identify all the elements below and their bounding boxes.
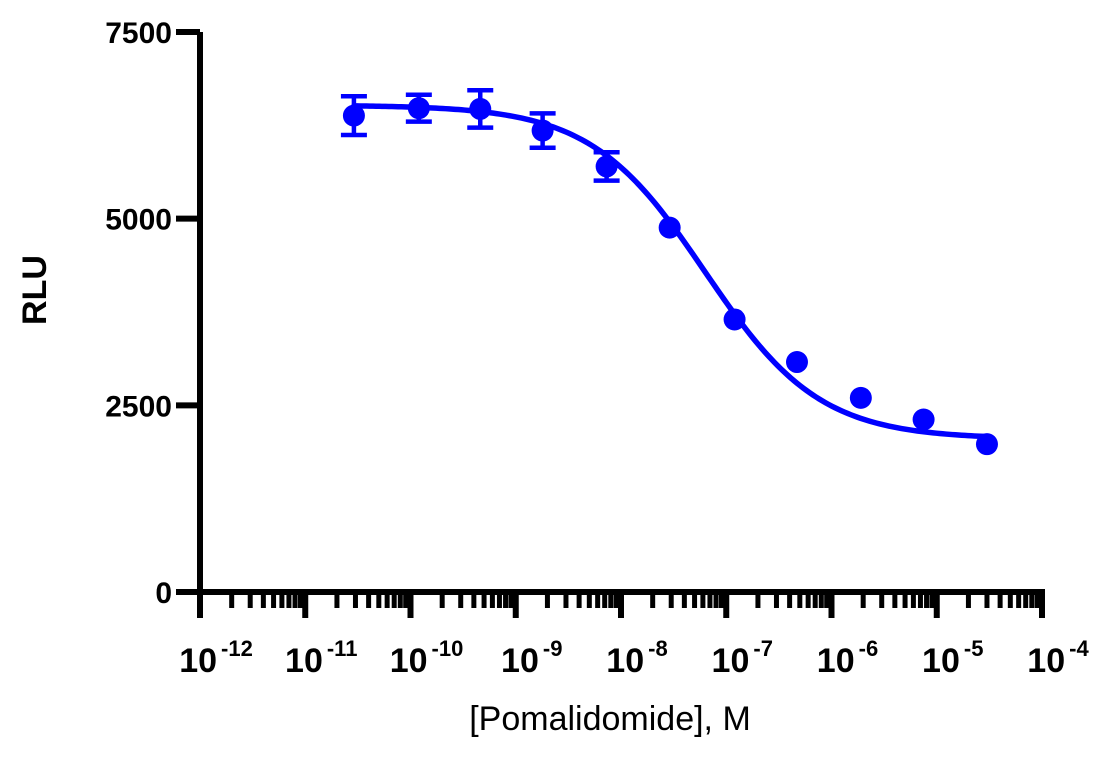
data-point [658, 216, 681, 239]
x-tick-label: 10 -11 [285, 636, 357, 680]
data-point [342, 104, 365, 127]
x-tick-label: 10 -5 [922, 636, 983, 680]
x-tick-label: 10 -10 [390, 636, 464, 680]
x-tick-label: 10 -7 [712, 636, 773, 680]
y-tick-label: 2500 [105, 390, 172, 423]
x-tick-label: 10 -4 [1027, 636, 1089, 680]
y-tick-label: 0 [155, 577, 172, 610]
data-point [531, 119, 554, 142]
data-point [469, 97, 492, 120]
data-point [849, 386, 872, 409]
data-point [912, 408, 935, 431]
data-point [407, 97, 430, 120]
axes: 0 2500 5000 7500 10 -12 10 -11 10 -10 10 -9 10 -8 10 -7… [105, 17, 1089, 680]
fit-curve [351, 103, 990, 440]
x-tick-label: 10 -6 [817, 636, 878, 680]
y-tick-label: 5000 [105, 204, 172, 237]
data-point [595, 155, 618, 178]
data-point [785, 351, 808, 374]
y-tick-label: 7500 [105, 17, 172, 50]
fit-curve-group [351, 103, 990, 440]
x-axis-label: [Pomalidomide], M [469, 700, 751, 738]
x-tick-label: 10 -12 [179, 636, 253, 680]
x-tick-label: 10 -8 [606, 636, 667, 680]
x-tick-label: 10 -9 [501, 636, 562, 680]
y-axis-label: RLU [16, 255, 54, 325]
data-points-group [340, 87, 998, 456]
data-point [975, 433, 998, 456]
data-point [723, 308, 746, 331]
